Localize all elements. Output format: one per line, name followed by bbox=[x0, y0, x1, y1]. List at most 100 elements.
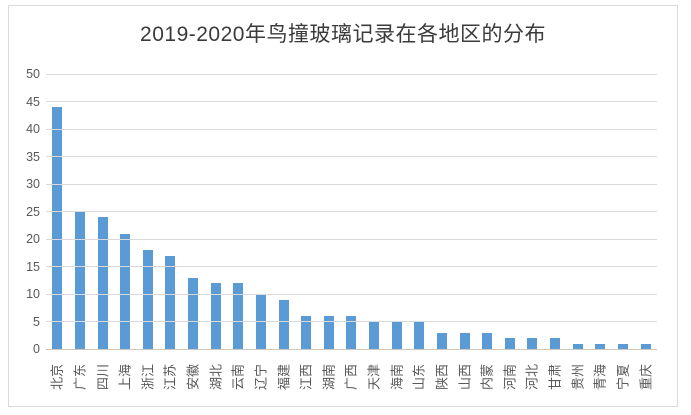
x-tick-label: 北京 bbox=[49, 363, 65, 391]
x-category: 辽宁 bbox=[250, 352, 273, 402]
plot-area bbox=[46, 73, 657, 350]
bar bbox=[142, 250, 153, 349]
bar bbox=[301, 316, 312, 349]
bar bbox=[482, 332, 493, 349]
y-axis: 0 5 10 15 20 25 30 35 40 45 50 bbox=[9, 68, 40, 355]
bar-column bbox=[544, 74, 567, 349]
x-category: 重庆 bbox=[634, 352, 657, 402]
bar-column bbox=[204, 74, 227, 349]
y-tick-label: 15 bbox=[26, 259, 40, 274]
x-category: 江西 bbox=[295, 352, 318, 402]
bar bbox=[346, 316, 357, 349]
x-tick-label: 安徽 bbox=[185, 363, 201, 391]
x-tick-label: 重庆 bbox=[638, 363, 654, 391]
bar-column bbox=[476, 74, 499, 349]
bar bbox=[617, 343, 628, 349]
gridline bbox=[46, 183, 657, 185]
x-tick-label: 江苏 bbox=[162, 363, 178, 391]
chart-frame: 2019-2020年鸟撞玻璃记录在各地区的分布 0 5 10 15 20 25 30 35 40… bbox=[8, 5, 678, 407]
bar-column bbox=[431, 74, 454, 349]
y-tick-label: 10 bbox=[26, 287, 40, 301]
bar bbox=[550, 338, 561, 349]
x-category: 甘肃 bbox=[544, 352, 567, 402]
x-category: 贵州 bbox=[566, 352, 589, 402]
gridline bbox=[46, 293, 657, 295]
x-category: 陕西 bbox=[431, 352, 454, 402]
bar-column bbox=[499, 74, 522, 349]
gridline bbox=[46, 73, 657, 75]
bar bbox=[504, 338, 515, 349]
x-category: 广东 bbox=[69, 352, 92, 402]
x-category: 湖南 bbox=[318, 352, 341, 402]
x-category: 江苏 bbox=[159, 352, 182, 402]
bar bbox=[165, 255, 176, 349]
x-category: 广西 bbox=[340, 352, 363, 402]
bar bbox=[210, 283, 221, 349]
x-tick-label: 辽宁 bbox=[253, 363, 269, 391]
bar bbox=[527, 338, 538, 349]
x-tick-label: 广东 bbox=[72, 363, 88, 391]
bar-column bbox=[612, 74, 635, 349]
x-category: 山东 bbox=[408, 352, 431, 402]
y-tick-label: 50 bbox=[26, 67, 40, 81]
bar bbox=[52, 107, 63, 349]
bar bbox=[97, 217, 108, 349]
bar bbox=[391, 321, 402, 349]
x-category: 青海 bbox=[589, 352, 612, 402]
x-axis-line bbox=[46, 348, 657, 350]
bar bbox=[414, 321, 425, 349]
bar-column bbox=[589, 74, 612, 349]
bar bbox=[188, 277, 199, 349]
gridline bbox=[46, 128, 657, 130]
bar bbox=[459, 332, 470, 349]
bar-column bbox=[566, 74, 589, 349]
x-tick-label: 山西 bbox=[457, 363, 473, 391]
bar bbox=[120, 233, 131, 349]
x-category: 山西 bbox=[453, 352, 476, 402]
x-tick-label: 上海 bbox=[117, 363, 133, 391]
y-tick-label: 40 bbox=[26, 122, 40, 136]
bar bbox=[436, 332, 447, 349]
x-tick-label: 云南 bbox=[230, 363, 246, 391]
x-tick-label: 陕西 bbox=[434, 363, 450, 391]
x-category: 内蒙 bbox=[476, 352, 499, 402]
bar-column bbox=[363, 74, 386, 349]
bar-column bbox=[318, 74, 341, 349]
x-tick-label: 海南 bbox=[389, 363, 405, 391]
x-axis: 北京 广东 四川 上海 浙江 江苏 安徽 湖北 云南 辽宁 福建 江西 湖南 广西 天津 海南 山东 陕西 山西 内蒙… bbox=[46, 352, 657, 402]
x-tick-label: 四川 bbox=[95, 363, 111, 391]
x-category: 云南 bbox=[227, 352, 250, 402]
gridline bbox=[46, 101, 657, 102]
bar bbox=[640, 343, 651, 349]
bar-column bbox=[69, 74, 92, 349]
bar bbox=[74, 211, 85, 349]
bar-column bbox=[295, 74, 318, 349]
x-tick-label: 湖北 bbox=[208, 363, 224, 391]
bar-column bbox=[46, 74, 69, 349]
y-tick-label: 5 bbox=[33, 314, 40, 329]
bar-column bbox=[159, 74, 182, 349]
gridline bbox=[46, 321, 657, 322]
bar bbox=[233, 283, 244, 349]
bar-column bbox=[634, 74, 657, 349]
x-category: 北京 bbox=[46, 352, 69, 402]
y-tick-label: 35 bbox=[26, 149, 40, 164]
gridline bbox=[46, 238, 657, 240]
x-tick-label: 江西 bbox=[298, 363, 314, 391]
chart-title: 2019-2020年鸟撞玻璃记录在各地区的分布 bbox=[140, 23, 546, 46]
bar bbox=[369, 321, 380, 349]
bar-column bbox=[137, 74, 160, 349]
x-tick-label: 贵州 bbox=[570, 363, 586, 391]
x-category: 河北 bbox=[521, 352, 544, 402]
x-tick-label: 湖南 bbox=[321, 363, 337, 391]
x-category: 浙江 bbox=[137, 352, 160, 402]
gridline bbox=[46, 211, 657, 212]
bar-column bbox=[408, 74, 431, 349]
bar bbox=[572, 343, 583, 349]
y-tick-label: 25 bbox=[26, 204, 40, 219]
bar-column bbox=[453, 74, 476, 349]
x-tick-label: 河南 bbox=[502, 363, 518, 391]
x-category: 河南 bbox=[499, 352, 522, 402]
gridline bbox=[46, 266, 657, 267]
